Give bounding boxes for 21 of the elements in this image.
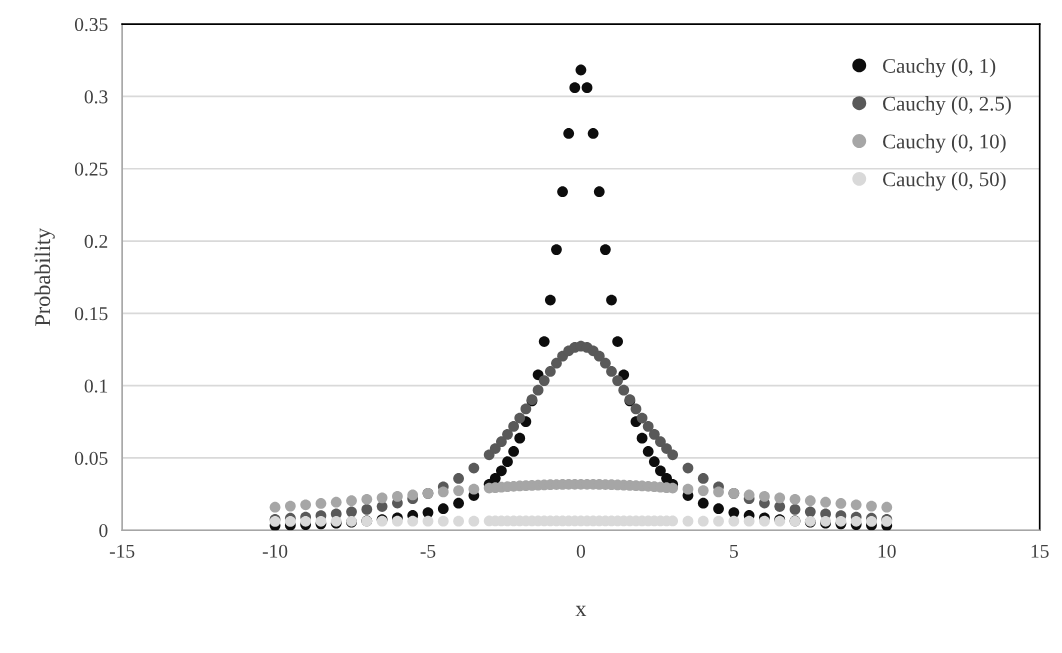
- legend-label: Cauchy (0, 50): [883, 171, 1006, 191]
- x-tick-label: -15: [109, 544, 135, 558]
- x-tick-label: 10: [878, 544, 896, 558]
- y-tick-label: 0.05: [74, 451, 108, 465]
- x-tick-label: 5: [730, 544, 738, 558]
- x-tick-label: -10: [262, 544, 288, 558]
- y-tick-label: 0.25: [74, 162, 108, 176]
- y-tick-label: 0.2: [84, 234, 108, 249]
- x-tick-label: -5: [420, 544, 436, 558]
- y-tick-label: 0.1: [84, 379, 108, 393]
- x-axis-title: x: [575, 605, 587, 617]
- x-tick-label: 15: [1031, 544, 1049, 558]
- y-tick-label: 0: [99, 524, 108, 538]
- legend-label: Cauchy (0, 10): [883, 133, 1006, 153]
- y-tick-label: 0.35: [74, 17, 108, 32]
- y-tick-label: 0.15: [74, 307, 108, 321]
- y-tick-label: 0.3: [84, 90, 108, 104]
- x-tick-label: 0: [576, 544, 586, 558]
- legend-label: Cauchy (0, 1): [883, 58, 996, 78]
- y-axis-title: Probability: [34, 227, 55, 326]
- legend-label: Cauchy (0, 2.5): [883, 96, 1011, 115]
